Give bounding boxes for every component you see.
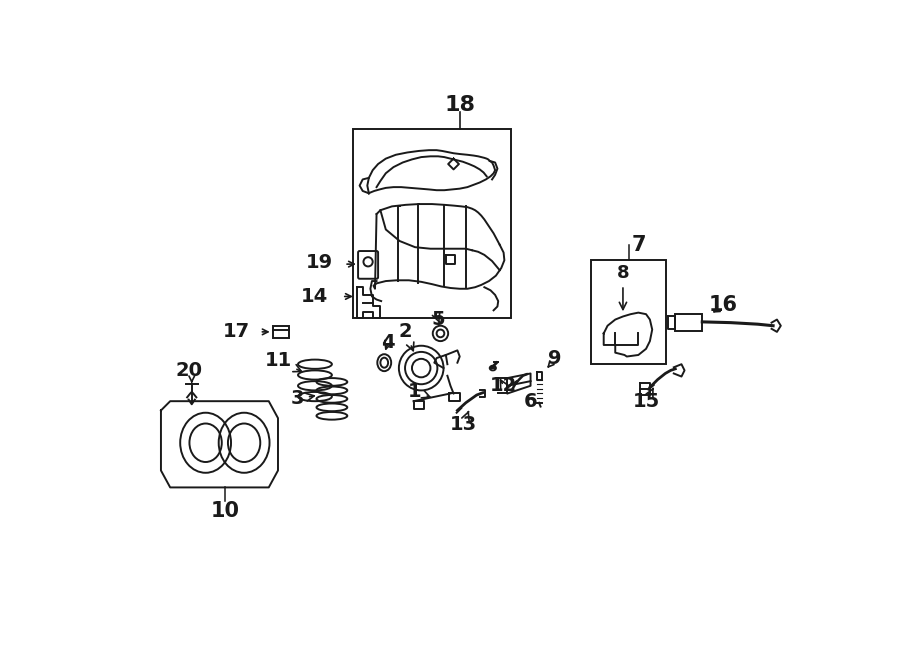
Text: 15: 15 bbox=[634, 389, 661, 410]
Bar bbox=[354, 130, 511, 318]
Text: 13: 13 bbox=[450, 412, 477, 434]
Text: 6: 6 bbox=[524, 392, 537, 410]
Text: 11: 11 bbox=[265, 351, 302, 371]
Text: 10: 10 bbox=[211, 500, 239, 520]
Text: 1: 1 bbox=[409, 381, 430, 401]
Text: 19: 19 bbox=[305, 253, 333, 272]
Text: 2: 2 bbox=[398, 322, 414, 351]
Text: 17: 17 bbox=[222, 323, 249, 341]
Text: 7: 7 bbox=[632, 235, 646, 255]
Text: 8: 8 bbox=[616, 264, 629, 309]
Text: 16: 16 bbox=[708, 295, 738, 315]
Text: 4: 4 bbox=[382, 333, 395, 352]
Text: 14: 14 bbox=[301, 287, 328, 306]
Text: 5: 5 bbox=[431, 310, 445, 329]
Bar bbox=[675, 314, 702, 331]
Text: 3: 3 bbox=[291, 389, 314, 408]
Bar bbox=[274, 326, 289, 338]
Text: 9: 9 bbox=[548, 349, 562, 368]
Bar bbox=[590, 260, 666, 364]
Text: 12: 12 bbox=[490, 376, 518, 395]
Text: 20: 20 bbox=[176, 361, 202, 380]
Text: 18: 18 bbox=[445, 95, 475, 115]
